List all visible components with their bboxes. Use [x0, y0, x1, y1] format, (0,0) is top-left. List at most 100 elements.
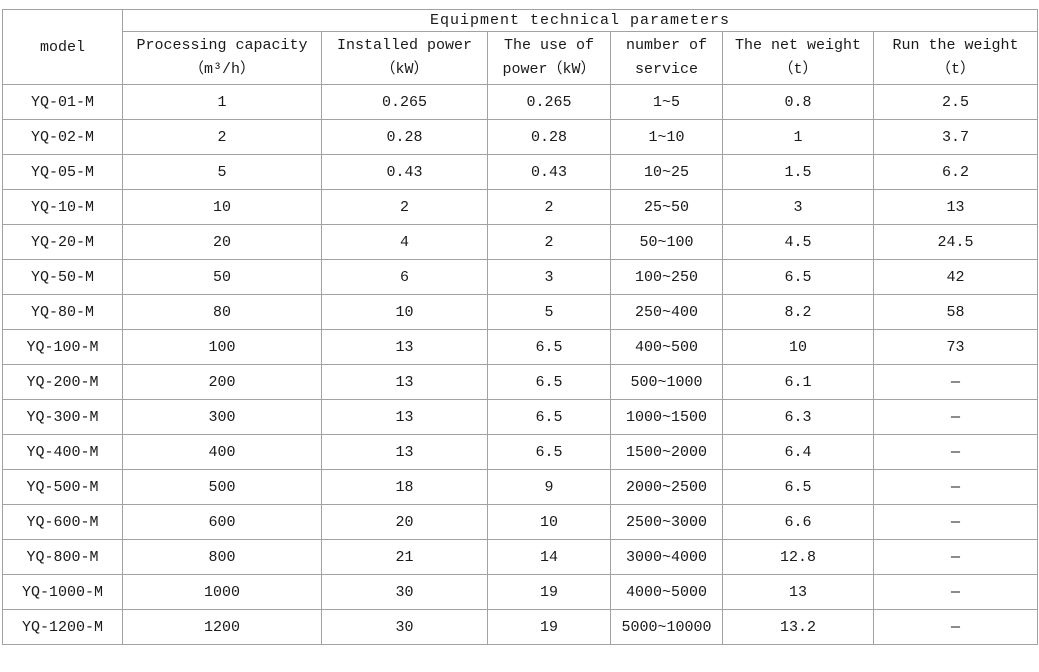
- table-row: YQ-50-M 50 6 3 100~250 6.5 42: [2, 259, 1039, 295]
- value-cell: 14: [487, 539, 611, 575]
- value-cell: 19: [487, 609, 611, 645]
- value-cell: 2000~2500: [610, 469, 723, 505]
- model-cell: YQ-800-M: [2, 539, 123, 575]
- model-cell: YQ-50-M: [2, 259, 123, 295]
- value-cell: 6.4: [722, 434, 874, 470]
- value-cell: 13: [872, 189, 1039, 225]
- table-row: YQ-1000-M 1000 30 19 4000~5000 13—: [2, 574, 1039, 610]
- model-cell: YQ-200-M: [2, 364, 123, 400]
- value-cell: 1~10: [610, 119, 723, 155]
- value-cell: 13: [321, 329, 488, 365]
- table-row: YQ-500-M 500 18 9 2000~2500 6.5—: [2, 469, 1039, 505]
- value-cell: 2.5: [872, 84, 1039, 120]
- value-cell: 24.5: [872, 224, 1039, 260]
- model-cell: YQ-300-M: [2, 399, 123, 435]
- model-cell: YQ-20-M: [2, 224, 123, 260]
- value-cell: 20: [122, 224, 322, 260]
- column-header-line2: （kW）: [380, 61, 429, 78]
- value-cell: 3: [722, 189, 874, 225]
- value-cell: 1200: [122, 609, 322, 645]
- value-cell: 80: [122, 294, 322, 330]
- table-row: YQ-800-M 800 21 14 3000~4000 12.8—: [2, 539, 1039, 575]
- value-cell: 2: [487, 189, 611, 225]
- value-cell: 500~1000: [610, 364, 723, 400]
- table-row: YQ-05-M 5 0.43 0.43 10~25 1.5 6.2: [2, 154, 1039, 190]
- table-row: YQ-1200-M 1200 30 19 5000~10000 13.2—: [2, 609, 1039, 645]
- value-cell: 1: [722, 119, 874, 155]
- value-cell: 13: [321, 364, 488, 400]
- column-header-line2: （m³/h）: [188, 61, 255, 78]
- model-cell: YQ-500-M: [2, 469, 123, 505]
- value-cell: 1000~1500: [610, 399, 723, 435]
- value-cell: 4000~5000: [610, 574, 723, 610]
- value-cell: —: [872, 364, 1039, 400]
- column-header-0: Processing capacity （m³/h）: [122, 31, 322, 85]
- value-cell: 30: [321, 609, 488, 645]
- table-row: YQ-80-M 80 10 5 250~400 8.2 58: [2, 294, 1039, 330]
- model-cell: YQ-100-M: [2, 329, 123, 365]
- value-cell: 10~25: [610, 154, 723, 190]
- value-cell: 5000~10000: [610, 609, 723, 645]
- value-cell: 1000: [122, 574, 322, 610]
- value-cell: —: [872, 609, 1039, 645]
- value-cell: 0.8: [722, 84, 874, 120]
- value-cell: 19: [487, 574, 611, 610]
- column-header-3: number of service: [610, 31, 723, 85]
- value-cell: 58: [872, 294, 1039, 330]
- value-cell: —: [872, 574, 1039, 610]
- value-cell: 18: [321, 469, 488, 505]
- value-cell: 3.7: [872, 119, 1039, 155]
- value-cell: 0.265: [321, 84, 488, 120]
- model-column-header: model: [2, 9, 123, 85]
- column-header-line1: number of: [625, 37, 707, 54]
- value-cell: 6.3: [722, 399, 874, 435]
- page: model Equipment technical parameters Pro…: [0, 9, 1039, 672]
- value-cell: 10: [487, 504, 611, 540]
- column-header-line1: The use of: [503, 37, 594, 54]
- column-header-line1: Run the weight: [892, 37, 1019, 54]
- value-cell: 250~400: [610, 294, 723, 330]
- table-row: YQ-10-M 10 2 2 25~50 3 13: [2, 189, 1039, 225]
- column-header-line1: The net weight: [734, 37, 862, 54]
- value-cell: 12.8: [722, 539, 874, 575]
- value-cell: 10: [722, 329, 874, 365]
- value-cell: 13: [321, 399, 488, 435]
- model-cell: YQ-02-M: [2, 119, 123, 155]
- value-cell: 50~100: [610, 224, 723, 260]
- value-cell: 500: [122, 469, 322, 505]
- table-body: YQ-01-M 1 0.265 0.265 1~5 0.8 2.5 YQ-02-M 2 0.28 0…: [2, 84, 1039, 645]
- value-cell: 400~500: [610, 329, 723, 365]
- value-cell: 13.2: [722, 609, 874, 645]
- value-cell: 5: [122, 154, 322, 190]
- table-row: YQ-01-M 1 0.265 0.265 1~5 0.8 2.5: [2, 84, 1039, 120]
- title-row: model Equipment technical parameters: [2, 9, 1039, 85]
- table-row: YQ-300-M 300 13 6.5 1000~1500 6.3—: [2, 399, 1039, 435]
- value-cell: 42: [872, 259, 1039, 295]
- column-header-line2: （t）: [778, 61, 818, 78]
- model-cell: YQ-01-M: [2, 84, 123, 120]
- value-cell: 600: [122, 504, 322, 540]
- column-header-line1: Processing capacity: [136, 37, 308, 54]
- table-row: YQ-02-M 2 0.28 0.28 1~10 1 3.7: [2, 119, 1039, 155]
- table-title: Equipment technical parameters: [121, 9, 1039, 32]
- value-cell: 0.28: [321, 119, 488, 155]
- value-cell: —: [872, 399, 1039, 435]
- value-cell: 0.43: [321, 154, 488, 190]
- value-cell: —: [872, 539, 1039, 575]
- table-row: YQ-600-M 600 20 10 2500~3000 6.6—: [2, 504, 1039, 540]
- value-cell: 6.5: [487, 329, 611, 365]
- value-cell: 8.2: [722, 294, 874, 330]
- value-cell: 2: [321, 189, 488, 225]
- value-cell: 21: [321, 539, 488, 575]
- value-cell: 2500~3000: [610, 504, 723, 540]
- value-cell: 6.5: [487, 399, 611, 435]
- value-cell: 30: [321, 574, 488, 610]
- column-header-1: Installed power （kW）: [321, 31, 488, 85]
- value-cell: 6.5: [487, 434, 611, 470]
- value-cell: 3000~4000: [610, 539, 723, 575]
- value-cell: —: [872, 504, 1039, 540]
- model-cell: YQ-1200-M: [2, 609, 123, 645]
- column-headers-row: Processing capacity （m³/h） Installed power…: [3, 31, 1039, 85]
- table-row: YQ-100-M 100 13 6.5 400~500 10 73: [2, 329, 1039, 365]
- table-row: YQ-400-M 400 13 6.5 1500~2000 6.4—: [2, 434, 1039, 470]
